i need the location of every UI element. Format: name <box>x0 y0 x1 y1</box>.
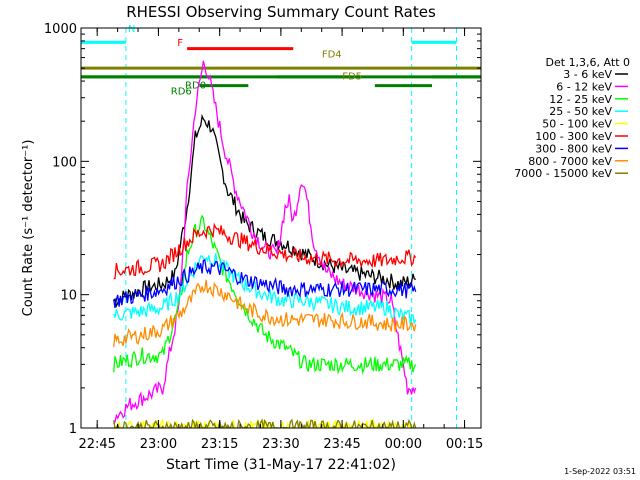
x-tick-label: 23:45 <box>323 437 360 452</box>
x-tick-label: 23:15 <box>201 437 238 452</box>
series-line-6-12-kev <box>113 60 417 425</box>
flag-label-fd5: FD5 <box>342 72 362 83</box>
legend-label-7000-15000-kev: 7000 - 15000 keV <box>514 167 612 180</box>
flag-label-n: N <box>128 24 135 35</box>
x-tick-label: 23:00 <box>140 437 177 452</box>
series-line-50-100-kev <box>113 417 416 428</box>
plot-frame <box>80 27 482 429</box>
series-line-12-25-kev <box>113 214 417 375</box>
legend-header: Det 1,3,6, Att 0 <box>546 56 630 69</box>
x-tick-label: 22:45 <box>78 437 115 452</box>
legend-label-25-50-kev: 25 - 50 keV <box>549 105 612 118</box>
timestamp: 1-Sep-2022 03:51 <box>564 467 636 476</box>
series-line-7000-15000-kev <box>113 418 417 428</box>
x-tick-label: 00:00 <box>385 437 422 452</box>
series-line-300-800-kev <box>113 258 417 309</box>
series-line-25-50-kev <box>113 253 417 325</box>
legend-label-800-7000-kev: 800 - 7000 keV <box>528 155 612 168</box>
chart-title: RHESSI Observing Summary Count Rates <box>126 3 436 21</box>
legend-label-12-25-kev: 12 - 25 keV <box>549 93 612 106</box>
series-line-800-7000-kev <box>113 279 417 347</box>
x-tick-label: 00:15 <box>446 437 483 452</box>
legend-label-6-12-kev: 6 - 12 keV <box>556 80 612 93</box>
legend-label-3-6-kev: 3 - 6 keV <box>563 68 612 81</box>
x-axis-label: Start Time (31-May-17 22:41:02) <box>166 457 396 473</box>
y-tick-label: 10 <box>60 289 77 304</box>
series-line-3-6-kev <box>113 113 416 308</box>
flag-label-fd4: FD4 <box>322 50 342 61</box>
y-tick-label: 1000 <box>44 22 77 37</box>
legend-label-100-300-kev: 100 - 300 keV <box>535 130 612 143</box>
legend-label-300-800-kev: 300 - 800 keV <box>535 142 612 155</box>
y-tick-label: 100 <box>52 155 77 170</box>
flag-label-f: F <box>177 38 183 49</box>
x-tick-label: 23:30 <box>262 437 299 452</box>
y-axis-label: Count Rate (s⁻¹ detector⁻¹) <box>21 140 36 317</box>
legend-label-50-100-kev: 50 - 100 keV <box>542 118 612 131</box>
flag-label-rd0: RD0 <box>185 80 206 91</box>
series-line-100-300-kev <box>113 222 417 280</box>
y-tick-label: 1 <box>69 422 77 437</box>
flag-label-rd6: RD6 <box>171 86 192 97</box>
